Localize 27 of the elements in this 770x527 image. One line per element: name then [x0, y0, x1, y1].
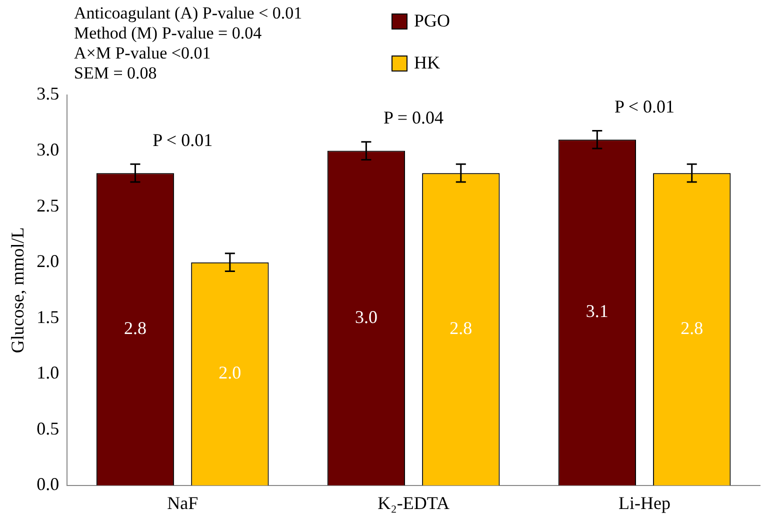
text: A×M P-value <0.01 [74, 43, 211, 62]
y-tick-label: 1.0 [36, 362, 60, 383]
x-tick-label: Li-Hep [618, 492, 671, 513]
legend-label: HK [414, 52, 440, 73]
y-tick-label: 3.0 [36, 140, 60, 160]
annotation: P < 0.01 [152, 130, 213, 150]
data-label: 2.8 [450, 318, 472, 338]
y-tick-label: 1.5 [36, 306, 60, 327]
annotation: P < 0.01 [614, 96, 675, 116]
y-tick-label: 0.0 [36, 474, 60, 494]
y-tick-label: 3.5 [36, 84, 60, 104]
y-tick-label: 0.5 [36, 418, 60, 438]
data-label: 2.8 [124, 318, 146, 338]
data-label: 2.0 [218, 362, 242, 383]
y-tick-label: 2.5 [36, 195, 60, 216]
data-label: 2.8 [680, 318, 704, 338]
text: SEM = 0.08 [74, 63, 157, 82]
text: Method (M) P-value = 0.04 [74, 23, 262, 42]
y-axis-title: Glucose, mmol/L [8, 227, 28, 354]
data-label: 3.1 [586, 301, 608, 322]
x-tick-label: NaF [167, 492, 198, 513]
x-tick-label: K₂-EDTA [378, 492, 450, 513]
y-tick-label: 2.0 [36, 251, 60, 272]
annotation: P = 0.04 [384, 108, 444, 128]
text: Anticoagulant (A) P-value < 0.01 [74, 3, 302, 22]
legend-label: PGO [414, 10, 450, 31]
data-label: 3.0 [354, 306, 378, 327]
